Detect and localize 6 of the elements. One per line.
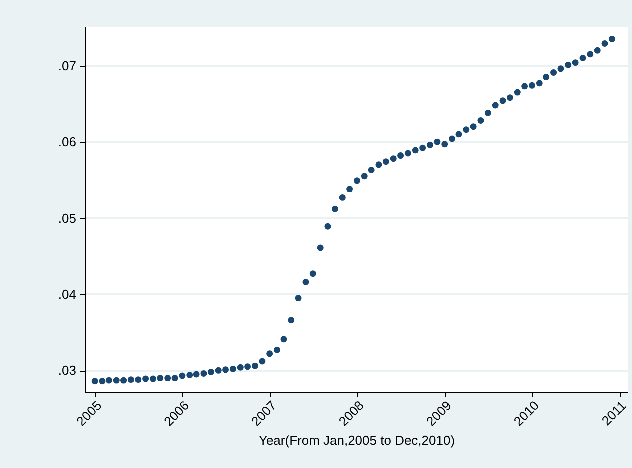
y-tick-label: .07 [58,58,76,74]
y-tick-label: .04 [58,286,76,302]
y-tick-label: .06 [58,134,76,150]
x-axis-title: Year(From Jan,2005 to Dec,2010) [258,433,456,448]
y-tick-label: .03 [58,363,76,378]
y-tick-label: .05 [58,210,76,226]
